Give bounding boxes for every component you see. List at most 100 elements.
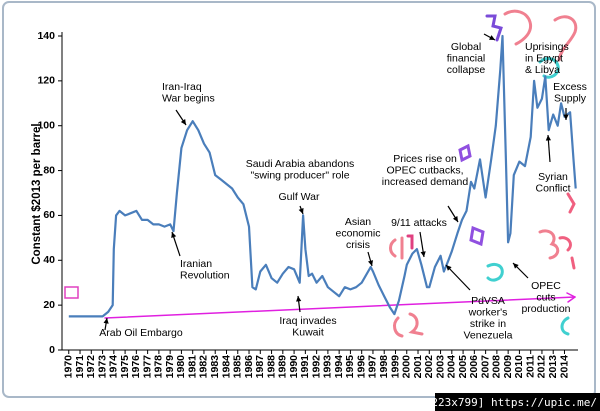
y-axis-label: Constant $2013 per barrel bbox=[31, 123, 43, 264]
annotation-line: PdVSA bbox=[471, 295, 505, 307]
x-tick-label: 1993 bbox=[322, 355, 334, 379]
annotation: Uprisings in Egypt & Libya bbox=[525, 41, 569, 76]
annotation-line: War begins bbox=[162, 93, 215, 105]
annotation-line: Excess bbox=[553, 81, 587, 93]
x-tick-label: 1996 bbox=[355, 355, 367, 379]
x-tick-label: 2013 bbox=[547, 355, 559, 379]
x-tick-label: 1976 bbox=[130, 355, 142, 379]
annotation: Arab Oil Embargo bbox=[99, 327, 183, 339]
x-tick-label: 1989 bbox=[277, 355, 289, 379]
annotation-arrowhead bbox=[103, 318, 109, 324]
x-tick-label: 1986 bbox=[243, 355, 255, 379]
annotation: Global financial collapse bbox=[447, 41, 486, 76]
x-tick-label: 2006 bbox=[468, 355, 480, 379]
y-tick-label: 140 bbox=[37, 30, 55, 42]
y-tick-label: 0 bbox=[49, 344, 55, 356]
annotation-arrowhead bbox=[452, 216, 458, 222]
annotation-line: Kuwait bbox=[292, 327, 324, 339]
annotation-line: financial bbox=[447, 53, 486, 65]
annotation: Iranian Revolution bbox=[180, 258, 230, 282]
annotation-line: Supply bbox=[554, 93, 587, 105]
annotation: Saudi Arabia abandons "swing producer" ro… bbox=[246, 158, 355, 182]
x-tick-label: 1995 bbox=[344, 355, 356, 379]
annotation: PdVSA worker's strike in Venezuela bbox=[463, 295, 512, 342]
x-tick-label: 2004 bbox=[446, 355, 458, 379]
x-tick-label: 1983 bbox=[209, 355, 221, 379]
annotation-arrow bbox=[445, 264, 471, 291]
y-tick-label: 40 bbox=[43, 254, 55, 266]
watermark: [1223x799] https://upic.me/ bbox=[418, 396, 597, 409]
x-tick-label: 1992 bbox=[310, 355, 322, 379]
annotation-line: & Libya bbox=[525, 64, 560, 76]
x-tick-label: 1970 bbox=[63, 355, 75, 379]
x-tick-label: 1982 bbox=[198, 355, 210, 379]
x-tick-label: 1979 bbox=[164, 355, 176, 379]
x-tick-label: 1973 bbox=[96, 355, 108, 379]
x-tick-label: 1977 bbox=[141, 355, 153, 379]
annotation-line: Global bbox=[451, 41, 481, 53]
x-tick-label: 2005 bbox=[457, 355, 469, 379]
annotation: Prices rise on OPEC cutbacks, increased de… bbox=[382, 153, 469, 188]
chart-frame bbox=[2, 1, 596, 398]
x-tick-label: 2010 bbox=[513, 355, 525, 379]
y-tick-label: 20 bbox=[43, 299, 55, 311]
annotation-line: increased demand bbox=[382, 176, 469, 188]
annotation-line: Arab Oil Embargo bbox=[99, 327, 183, 339]
x-tick-label: 1997 bbox=[367, 355, 379, 379]
x-tick-label: 1971 bbox=[74, 355, 86, 379]
annotation-line: Revolution bbox=[180, 270, 230, 282]
annotation-line: strike in bbox=[470, 318, 506, 330]
annotation-line: Gulf War bbox=[278, 191, 320, 203]
annotation-arrowhead bbox=[563, 114, 569, 120]
annotation-arrowhead bbox=[446, 265, 452, 271]
annotation: Asian economic crisis bbox=[336, 216, 381, 251]
x-tick-label: 1988 bbox=[265, 355, 277, 379]
annotation-arrowhead bbox=[368, 260, 374, 266]
annotation-line: 9/11 attacks bbox=[391, 217, 447, 229]
annotation: Gulf War bbox=[278, 191, 320, 203]
annotation-line: cuts bbox=[536, 292, 555, 304]
annotation-arrowhead bbox=[545, 135, 552, 141]
x-tick-label: 1998 bbox=[378, 355, 390, 379]
watermark-bar bbox=[435, 393, 600, 411]
price-line bbox=[68, 34, 577, 318]
x-tick-label: 2008 bbox=[491, 355, 503, 379]
x-tick-label: 1978 bbox=[153, 355, 165, 379]
x-tick-label: 2011 bbox=[524, 355, 536, 378]
annotation-arrowhead bbox=[298, 208, 304, 214]
x-tick-label: 1990 bbox=[288, 355, 300, 379]
annotation-line: worker's bbox=[468, 307, 508, 319]
overlay-scribbles bbox=[64, 9, 578, 338]
annotation-line: Conflict bbox=[535, 183, 570, 195]
y-tick-label: 60 bbox=[43, 209, 55, 221]
x-tick-label: 1980 bbox=[175, 355, 187, 379]
annotation-line: Asian bbox=[345, 216, 371, 228]
annotation-arrowhead bbox=[180, 119, 186, 125]
annotation-line: OPEC bbox=[531, 280, 561, 292]
annotation: 9/11 attacks bbox=[391, 217, 447, 229]
x-tick-label: 2000 bbox=[401, 355, 413, 379]
annotation-line: OPEC cutbacks, bbox=[386, 165, 463, 177]
annotation-line: Iranian bbox=[180, 258, 212, 270]
annotation-line: production bbox=[521, 303, 570, 315]
annotation-line: Saudi Arabia abandons bbox=[246, 158, 355, 170]
x-tick-label: 2002 bbox=[423, 355, 435, 379]
annotation: OPEC cuts production bbox=[521, 280, 570, 315]
x-tick-label: 1981 bbox=[186, 355, 198, 379]
x-tick-label: 1987 bbox=[254, 355, 266, 379]
annotation-arrowhead bbox=[420, 251, 426, 257]
annotation-line: crisis bbox=[346, 239, 370, 251]
annotation-arrowhead bbox=[171, 232, 177, 238]
x-tick-label: 2003 bbox=[434, 355, 446, 379]
x-tick-label: 1972 bbox=[85, 355, 97, 379]
annotation: Excess Supply bbox=[553, 81, 587, 105]
x-tick-label: 2012 bbox=[536, 355, 548, 379]
annotation-line: Iraq invades bbox=[279, 315, 336, 327]
x-tick-label: 1985 bbox=[232, 355, 244, 379]
annotation-line: Iran-Iraq bbox=[162, 81, 202, 93]
x-tick-label: 1994 bbox=[333, 355, 345, 379]
y-tick-label: 100 bbox=[37, 119, 55, 131]
x-tick-label: 1999 bbox=[389, 355, 401, 379]
